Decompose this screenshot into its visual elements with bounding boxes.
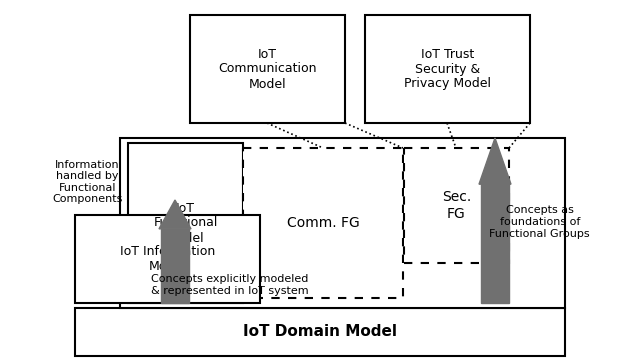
Text: IoT Information
Model: IoT Information Model <box>120 245 215 273</box>
Bar <box>120 138 565 308</box>
Bar <box>75 215 260 303</box>
Text: IoT Trust
Security &
Privacy Model: IoT Trust Security & Privacy Model <box>404 48 491 90</box>
Bar <box>190 15 345 123</box>
Bar <box>481 184 509 303</box>
Bar <box>161 229 189 303</box>
Text: Information
handled by
Functional
Components: Information handled by Functional Compon… <box>52 159 122 204</box>
Polygon shape <box>479 138 511 184</box>
Bar <box>128 143 243 303</box>
Bar <box>75 308 565 356</box>
Bar <box>365 15 530 123</box>
Text: Sec.
FG: Sec. FG <box>442 190 471 221</box>
Polygon shape <box>159 200 191 229</box>
Text: Concepts as
foundations of
Functional Groups: Concepts as foundations of Functional Gr… <box>490 206 590 239</box>
Text: IoT
Communication
Model: IoT Communication Model <box>218 48 317 90</box>
Text: IoT Domain Model: IoT Domain Model <box>243 324 397 339</box>
Text: Comm. FG: Comm. FG <box>287 216 360 230</box>
Text: Concepts explicitly modeled
& represented in IoT system: Concepts explicitly modeled & represente… <box>151 274 309 296</box>
Bar <box>404 148 509 263</box>
Bar <box>243 148 403 298</box>
Text: IoT
Functional
Model: IoT Functional Model <box>154 202 218 244</box>
